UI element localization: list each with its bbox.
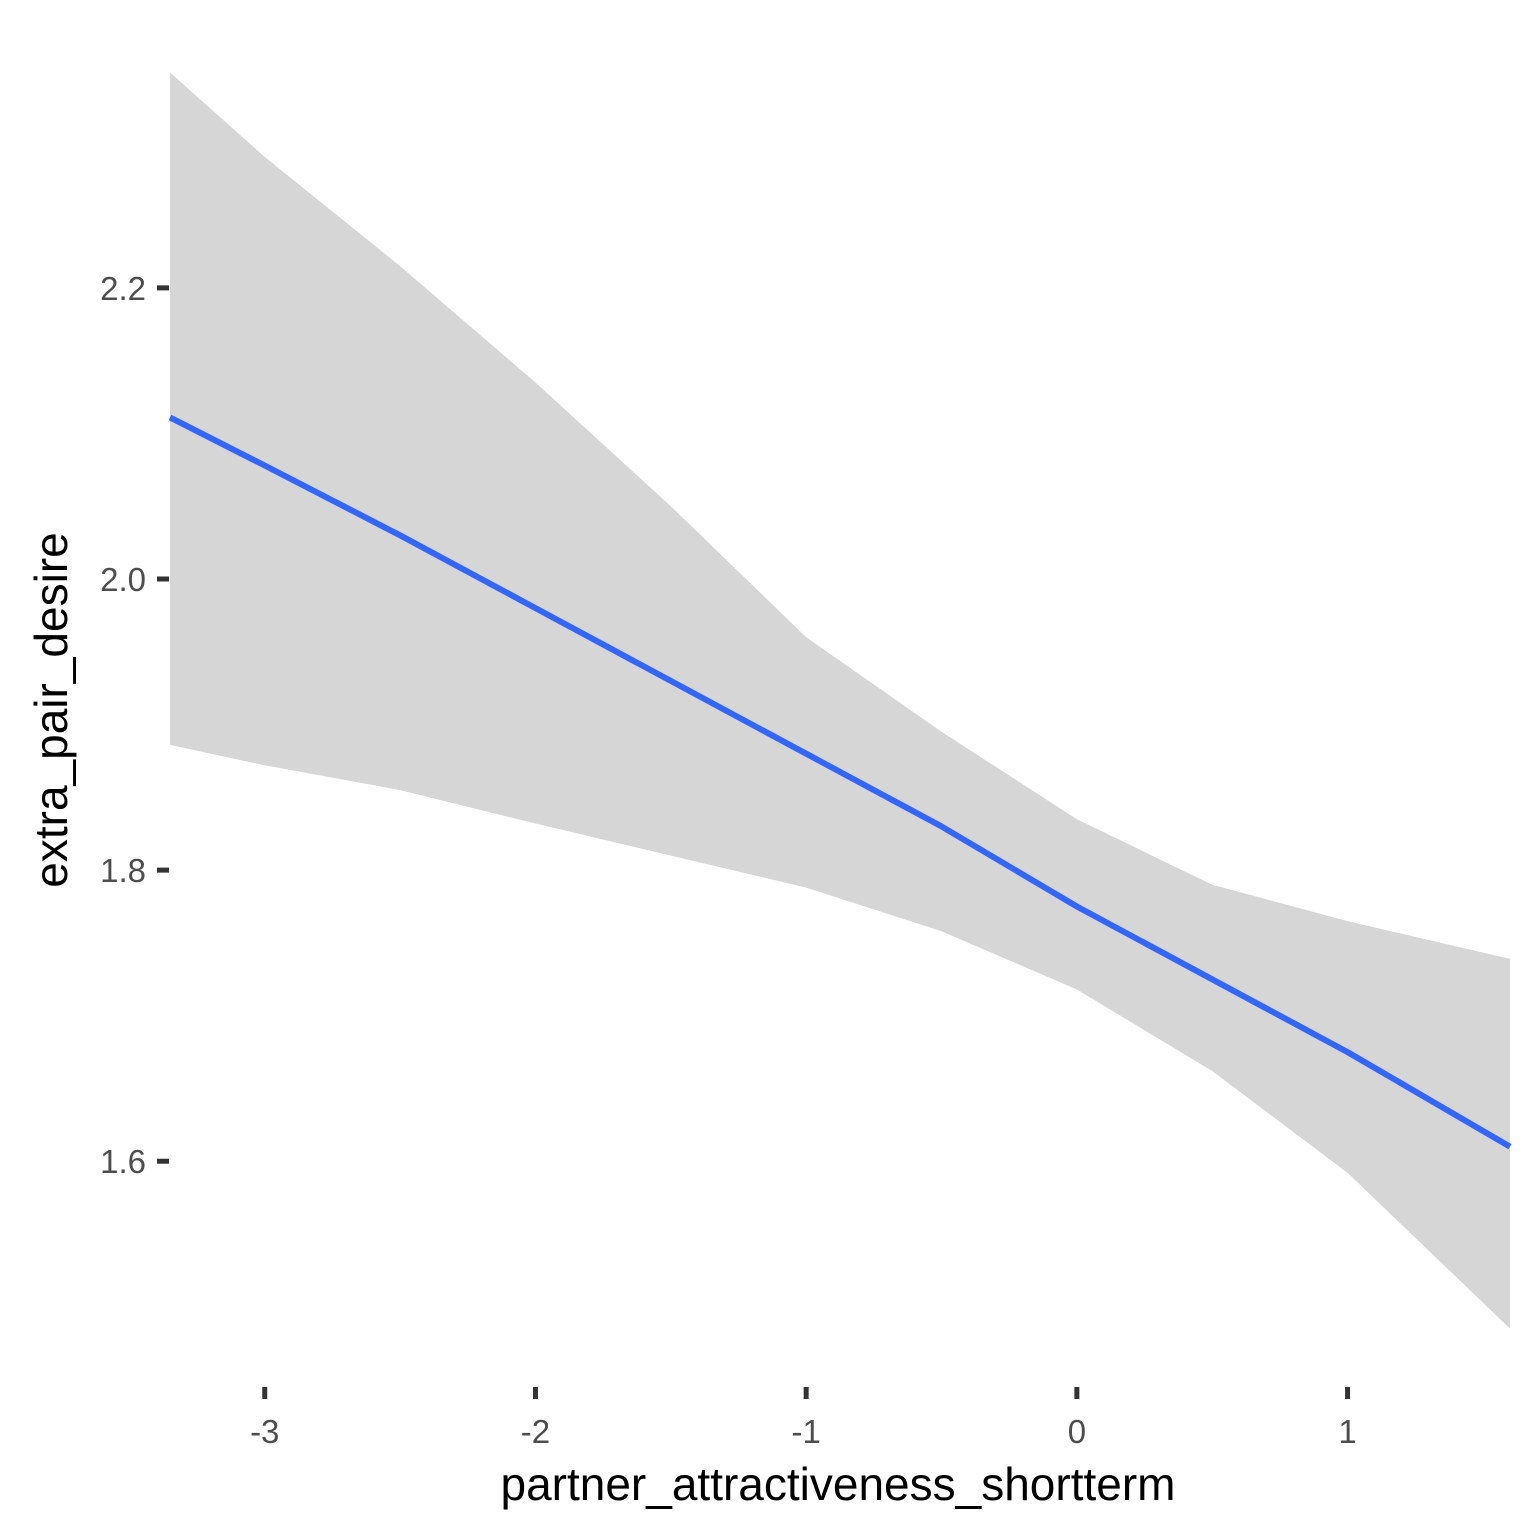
- confidence-band-layer: [170, 72, 1510, 1329]
- fit-line: [168, 414, 1512, 1150]
- y-axis: 1.6 1.8 2.0 2.2: [100, 270, 169, 1180]
- x-tick-label: 1: [1338, 1413, 1356, 1450]
- y-axis-title: extra_pair_desire: [25, 532, 77, 887]
- fit-line-layer: [168, 414, 1512, 1150]
- x-axis: -3 -2 -1 0 1: [250, 1387, 1357, 1450]
- x-tick-label: -2: [521, 1413, 550, 1450]
- y-tick-label: 1.8: [100, 852, 146, 889]
- x-tick-label: -3: [250, 1413, 279, 1450]
- x-tick-label: -1: [791, 1413, 820, 1450]
- confidence-band: [170, 72, 1510, 1329]
- y-tick-label: 1.6: [100, 1143, 146, 1180]
- x-tick-label: 0: [1068, 1413, 1086, 1450]
- y-tick-label: 2.2: [100, 270, 146, 307]
- y-tick-label: 2.0: [100, 561, 146, 598]
- x-axis-title: partner_attractiveness_shortterm: [501, 1458, 1176, 1510]
